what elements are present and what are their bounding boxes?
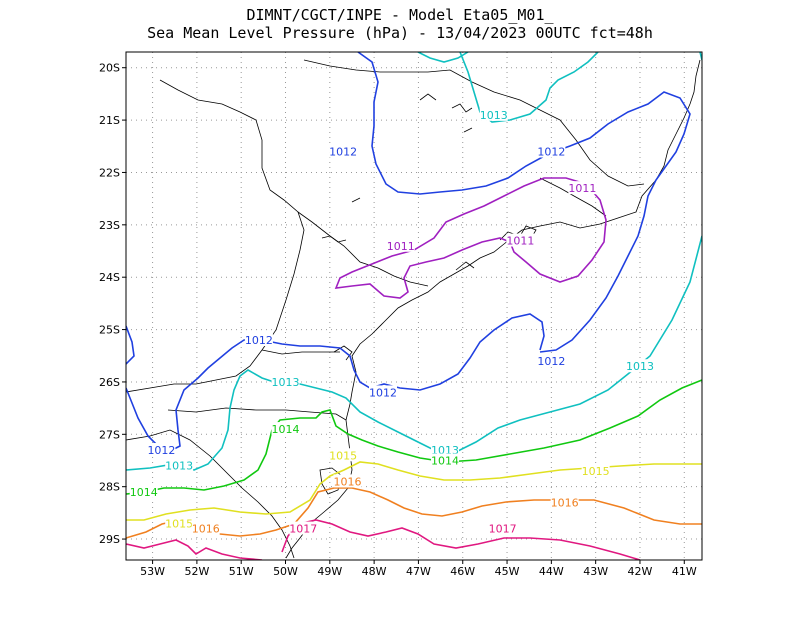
lon-tick-label: 53W [140,565,165,578]
isobar-label-background [537,144,566,158]
isobar-labels: 1011 1011 1011 1012 1012 1012 1012 1012 1012 1013… [129,107,654,536]
isobar-label-background [550,495,579,509]
isobar-1011 [334,177,607,299]
isobar-label-background [129,484,158,498]
isobar-label-background [625,359,654,373]
reservoir-outline [321,93,473,243]
lat-tick-label: 22S [99,166,120,179]
isobar-label-1015: 1015 [582,465,610,478]
lon-tick-label: 52W [184,565,209,578]
isobar-1012-north [357,52,691,353]
isobar-label-background [537,353,566,367]
lagoon-outline [319,467,343,495]
isobar-label-1012: 1012 [245,334,273,347]
isobar-label-1015: 1015 [165,517,193,530]
isobar-label-1012: 1012 [369,386,397,399]
isobar-label-1013: 1013 [272,376,300,389]
lat-tick-label: 24S [99,271,120,284]
isobar-1017-coast [281,519,641,560]
isobars [126,52,702,560]
lat-tick-label: 20S [99,62,120,75]
lat-tick-label: 27S [99,428,120,441]
isobar-label-background [431,453,460,467]
isobar-label-1017: 1017 [289,523,317,536]
lat-tick-label: 29S [99,533,120,546]
isobar-label-1012: 1012 [537,355,565,368]
isobar-label-1016: 1016 [192,523,220,536]
lon-tick-label: 47W [406,565,431,578]
isobar-label-background [581,463,610,477]
isobar-label-background [488,521,517,535]
lon-tick-label: 41W [672,565,697,578]
atlantic-coastline [285,59,701,559]
state-border-rj [539,177,607,217]
lon-tick-label: 42W [628,565,653,578]
lat-tick-label: 21S [99,114,120,127]
lat-tick-label: 28S [99,481,120,494]
axis-ticks: 20S 21S 22S 23S 24S 25S 26S 27S 28S 29S 53W 52W 51W 5… [99,62,697,578]
state-border-mg [303,59,645,187]
isobar-label-1012: 1012 [537,146,565,159]
isobar-label-background [368,385,397,399]
graticule [126,52,702,560]
isobar-label-background [191,521,220,535]
lat-tick-label: 23S [99,219,120,232]
isobar-label-background [289,521,318,535]
isobar-label-background [329,144,358,158]
isobar-label-1012: 1012 [329,146,357,159]
lon-tick-label: 50W [273,565,298,578]
isobar-label-1013: 1013 [626,360,654,373]
map-title-line1: DIMNT/CGCT/INPE - Model Eta05_M01_ [246,6,554,24]
isobar-label-1014: 1014 [272,423,300,436]
isobar-label-1014: 1014 [130,486,158,499]
isobar-label-1014: 1014 [431,454,459,467]
isobar-label-1013: 1013 [165,460,193,473]
isobar-label-1016: 1016 [551,496,579,509]
isobar-label-1011: 1011 [387,240,415,253]
lon-tick-label: 49W [317,565,342,578]
isobar-label-1016: 1016 [334,475,362,488]
isobar-label-background [506,233,535,247]
map-frame [125,51,703,561]
isobar-label-1017: 1017 [489,523,517,536]
isobar-label-background [431,443,460,457]
isobar-label-1011: 1011 [506,235,534,248]
coastline-and-borders [126,59,701,559]
lon-tick-label: 51W [229,565,254,578]
isobar-1013-west [126,235,702,471]
isobar-1012-edge [126,325,135,365]
isobar-label-1012: 1012 [147,444,175,457]
lat-tick-label: 25S [99,324,120,337]
isobar-label-background [329,448,358,462]
isobar-1017-south [126,539,263,560]
isobar-label-background [147,443,176,457]
lon-tick-label: 46W [450,565,475,578]
isobar-label-1015: 1015 [329,449,357,462]
isobar-label-background [165,458,194,472]
isobar-1013-north [417,52,702,123]
isobar-label-background [244,333,273,347]
isobar-label-background [386,238,415,252]
isobar-label-background [271,374,300,388]
isobar-label-1011: 1011 [568,182,596,195]
lon-tick-label: 45W [495,565,520,578]
lon-tick-label: 44W [539,565,564,578]
isobar-label-background [333,474,362,488]
isobar-label-background [568,181,597,195]
isobar-label-background [271,422,300,436]
isobar-label-background [165,516,194,530]
lon-tick-label: 48W [362,565,387,578]
lat-tick-label: 26S [99,376,120,389]
isobar-1014 [126,379,702,495]
state-border-pr-sc [261,349,340,355]
paraguay-border [126,79,305,393]
isobar-1012-trough [126,313,545,451]
argentina-border [126,429,295,559]
isobar-label-background [479,107,508,121]
lon-tick-label: 43W [583,565,608,578]
isobar-label-1013: 1013 [480,109,508,122]
map-title-line2: Sea Mean Level Pressure (hPa) - 13/04/20… [147,24,653,42]
